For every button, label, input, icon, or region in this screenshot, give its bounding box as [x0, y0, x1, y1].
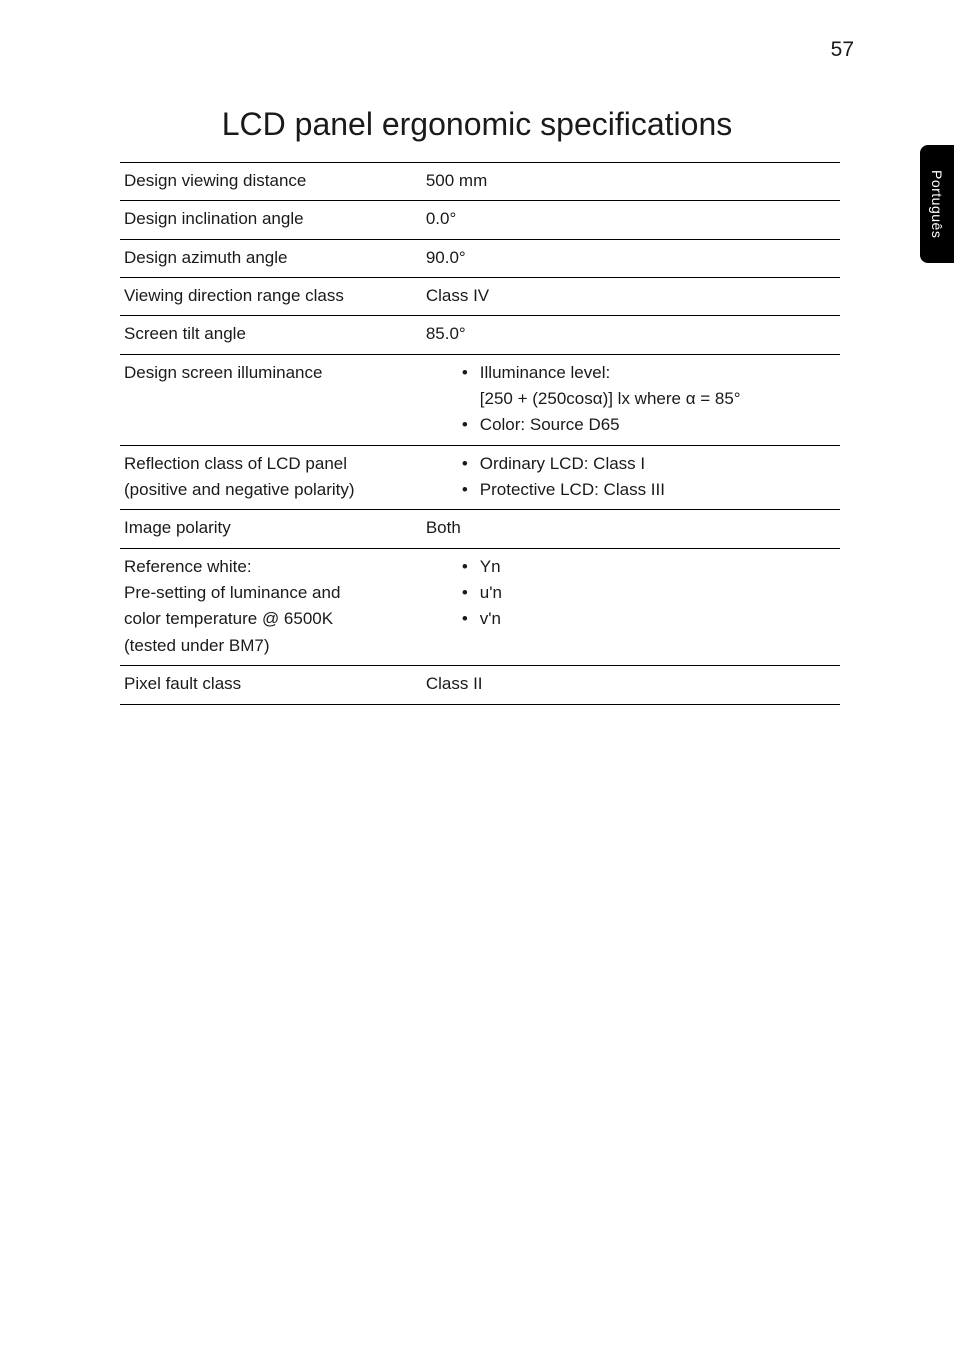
page-title: LCD panel ergonomic specifications [0, 106, 954, 143]
side-tab: Português [920, 145, 954, 263]
spec-label: Design viewing distance [120, 163, 422, 201]
side-tab-label: Português [929, 170, 945, 238]
table-row: Reference white: Pre-setting of luminanc… [120, 548, 840, 665]
spec-label: Design inclination angle [120, 201, 422, 239]
spec-label: Reference white: Pre-setting of luminanc… [120, 548, 422, 665]
spec-label: Reflection class of LCD panel (positive … [120, 445, 422, 510]
spec-value-line: v'n [480, 606, 501, 632]
bullet-icon: • [462, 554, 468, 580]
spec-value: • Yn • u'n • v'n [422, 548, 840, 665]
table-row: Design inclination angle 0.0° [120, 201, 840, 239]
spec-value: 90.0° [422, 239, 840, 277]
bullet-icon: • [462, 477, 468, 503]
bullet-icon: • [462, 412, 468, 438]
spec-value-line: Yn [480, 554, 501, 580]
spec-label: Image polarity [120, 510, 422, 548]
bullet-icon: • [462, 580, 468, 606]
spec-value-line: [250 + (250cosα)] lx where α = 85° [480, 386, 741, 412]
bullet-icon: • [462, 451, 468, 477]
spec-label-line: Pre-setting of luminance and [124, 580, 418, 606]
bullet-icon: • [462, 606, 468, 632]
spec-label: Design screen illuminance [120, 354, 422, 445]
spec-table: Design viewing distance 500 mm Design in… [120, 162, 840, 705]
spec-value-line: Color: Source D65 [480, 412, 620, 438]
spec-label: Screen tilt angle [120, 316, 422, 354]
spec-value: Class IV [422, 278, 840, 316]
spec-label-line: (positive and negative polarity) [124, 477, 418, 503]
spec-value-line: u'n [480, 580, 502, 606]
spec-label-line: Reference white: [124, 554, 418, 580]
table-row: Reflection class of LCD panel (positive … [120, 445, 840, 510]
table-row: Viewing direction range class Class IV [120, 278, 840, 316]
spec-label-line: Reflection class of LCD panel [124, 451, 418, 477]
spec-label-line: (tested under BM7) [124, 633, 418, 659]
spec-label: Design azimuth angle [120, 239, 422, 277]
page-number: 57 [831, 38, 854, 62]
table-row: Screen tilt angle 85.0° [120, 316, 840, 354]
spec-value-line: Protective LCD: Class III [480, 477, 665, 503]
spec-label: Pixel fault class [120, 666, 422, 704]
spec-value: 500 mm [422, 163, 840, 201]
spec-value-line: Ordinary LCD: Class I [480, 451, 645, 477]
spec-value: 0.0° [422, 201, 840, 239]
spec-value-line: Illuminance level: [480, 360, 610, 386]
spec-label-line: color temperature @ 6500K [124, 606, 418, 632]
table-row: Image polarity Both [120, 510, 840, 548]
spec-value: Class II [422, 666, 840, 704]
spec-value: 85.0° [422, 316, 840, 354]
table-row: Design screen illuminance • Illuminance l… [120, 354, 840, 445]
spec-value: • Illuminance level: • [250 + (250cosα)] l… [422, 354, 840, 445]
spec-value: Both [422, 510, 840, 548]
spec-value: • Ordinary LCD: Class I • Protective LCD: … [422, 445, 840, 510]
table-row: Design viewing distance 500 mm [120, 163, 840, 201]
table-row: Design azimuth angle 90.0° [120, 239, 840, 277]
table-row: Pixel fault class Class II [120, 666, 840, 704]
bullet-icon: • [462, 360, 468, 386]
spec-label: Viewing direction range class [120, 278, 422, 316]
